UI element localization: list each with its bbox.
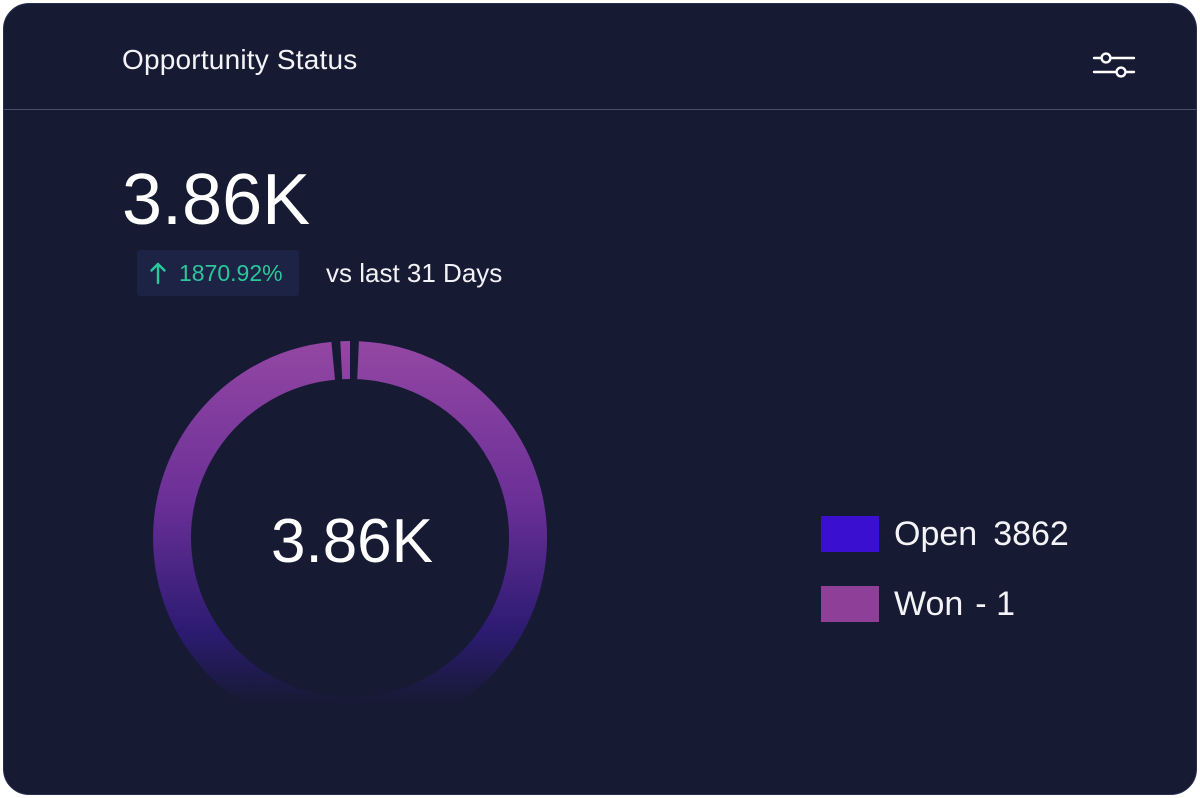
legend-item-won[interactable]: Won - 1 bbox=[821, 584, 1069, 624]
legend-item-open[interactable]: Open 3862 bbox=[821, 514, 1069, 554]
opportunity-status-card: Opportunity Status 3.86K 1870.92% vs las… bbox=[3, 3, 1197, 795]
donut-chart bbox=[153, 341, 547, 735]
sliders-icon bbox=[1092, 52, 1136, 78]
card-header: Opportunity Status bbox=[4, 4, 1196, 110]
donut-slice-open[interactable] bbox=[153, 341, 547, 735]
filter-button[interactable] bbox=[1088, 42, 1140, 88]
donut-center-label: 3.86K bbox=[270, 507, 434, 576]
legend-value-won: - 1 bbox=[975, 584, 1015, 623]
legend-value-open: 3862 bbox=[993, 514, 1069, 553]
arrow-up-icon bbox=[149, 261, 167, 285]
trend-percent: 1870.92% bbox=[179, 259, 283, 286]
trend-period: vs last 31 Days bbox=[326, 258, 503, 288]
card-title: Opportunity Status bbox=[122, 44, 358, 75]
legend-label-open: Open bbox=[894, 514, 978, 553]
legend-label-won: Won bbox=[894, 584, 964, 623]
legend-swatch-open bbox=[821, 516, 879, 552]
trend-badge: 1870.92% bbox=[137, 250, 299, 296]
chart-legend: Open 3862 Won - 1 bbox=[821, 514, 1069, 654]
total-value: 3.86K bbox=[122, 160, 311, 240]
legend-swatch-won bbox=[821, 586, 879, 622]
